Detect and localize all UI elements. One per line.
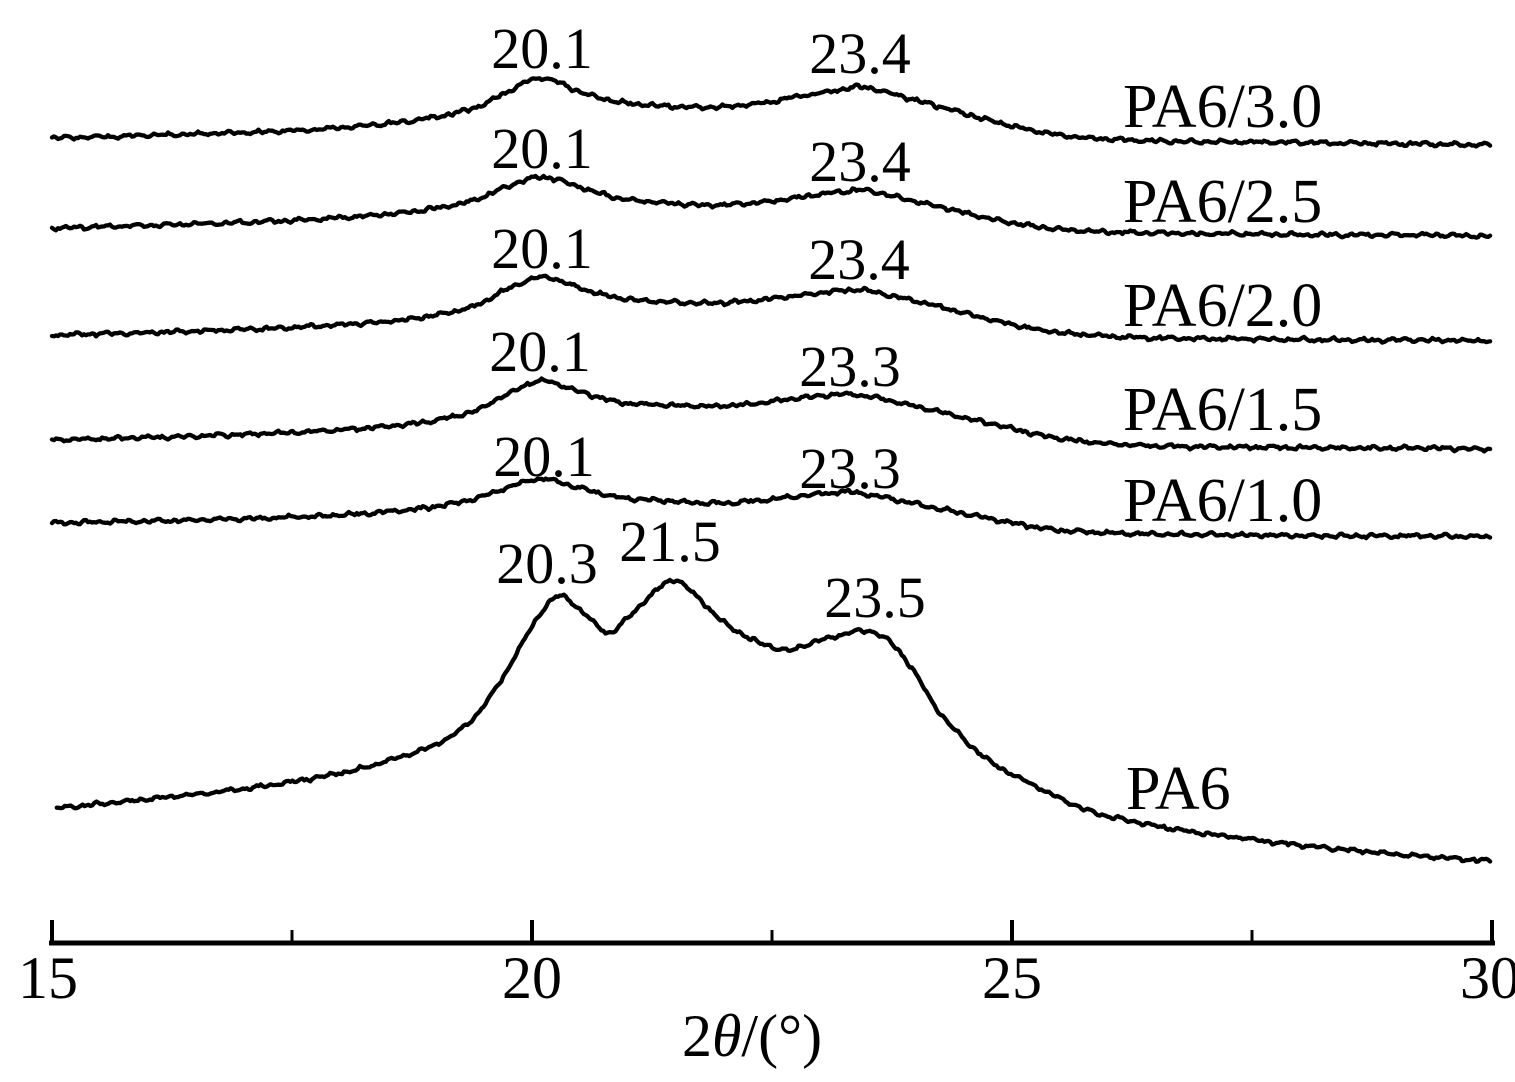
series-label-pa6-2-5: PA6/2.5 xyxy=(1123,168,1322,236)
curve-pa6-1-0 xyxy=(49,476,1493,541)
series-label-pa6: PA6 xyxy=(1126,755,1231,823)
peak-label-pa6-23-5: 23.5 xyxy=(824,565,926,630)
x-axis-tick-label-20: 20 xyxy=(502,945,562,1011)
peak-label-pa6-20-3: 20.3 xyxy=(496,531,598,596)
series-label-pa6-1-0: PA6/1.0 xyxy=(1123,467,1322,535)
peak-label-pa6-3-0-20-1: 20.1 xyxy=(491,16,593,81)
peak-label-pa6-2-5-23-4: 23.4 xyxy=(809,129,911,194)
series-label-pa6-1-5: PA6/1.5 xyxy=(1123,376,1322,444)
peak-label-pa6-2-5-20-1: 20.1 xyxy=(491,116,593,181)
curve-pa6-1-5 xyxy=(49,376,1493,454)
series-label-pa6-3-0: PA6/3.0 xyxy=(1123,73,1322,141)
peak-label-pa6-1-0-20-1: 20.1 xyxy=(493,424,595,489)
curve-pa6-3-0 xyxy=(49,76,1493,149)
peak-label-pa6-1-5-20-1: 20.1 xyxy=(489,319,591,384)
peak-label-pa6-1-5-23-3: 23.3 xyxy=(799,334,901,399)
x-axis-title-theta: θ xyxy=(712,1003,741,1069)
peak-label-pa6-1-0-23-3: 23.3 xyxy=(799,436,901,501)
curve-pa6-2-0 xyxy=(49,273,1493,345)
x-axis-tick-label-15: 15 xyxy=(18,945,78,1011)
curve-pa6-2-5 xyxy=(49,173,1493,240)
peak-label-pa6-21-5: 21.5 xyxy=(619,509,721,574)
curve-pa6 xyxy=(54,577,1493,864)
x-axis-tick-label-25: 25 xyxy=(982,945,1042,1011)
peak-label-pa6-2-0-20-1: 20.1 xyxy=(491,216,593,281)
x-axis-title-part: /(°) xyxy=(741,1003,822,1069)
x-axis-title-part: 2 xyxy=(682,1003,712,1069)
peak-label-pa6-2-0-23-4: 23.4 xyxy=(808,227,910,292)
series-label-pa6-2-0: PA6/2.0 xyxy=(1123,272,1322,340)
x-axis-tick-label-30: 30 xyxy=(1460,945,1515,1011)
x-axis-title: 2θ/(°) xyxy=(682,1003,822,1069)
peak-label-pa6-3-0-23-4: 23.4 xyxy=(809,21,911,86)
